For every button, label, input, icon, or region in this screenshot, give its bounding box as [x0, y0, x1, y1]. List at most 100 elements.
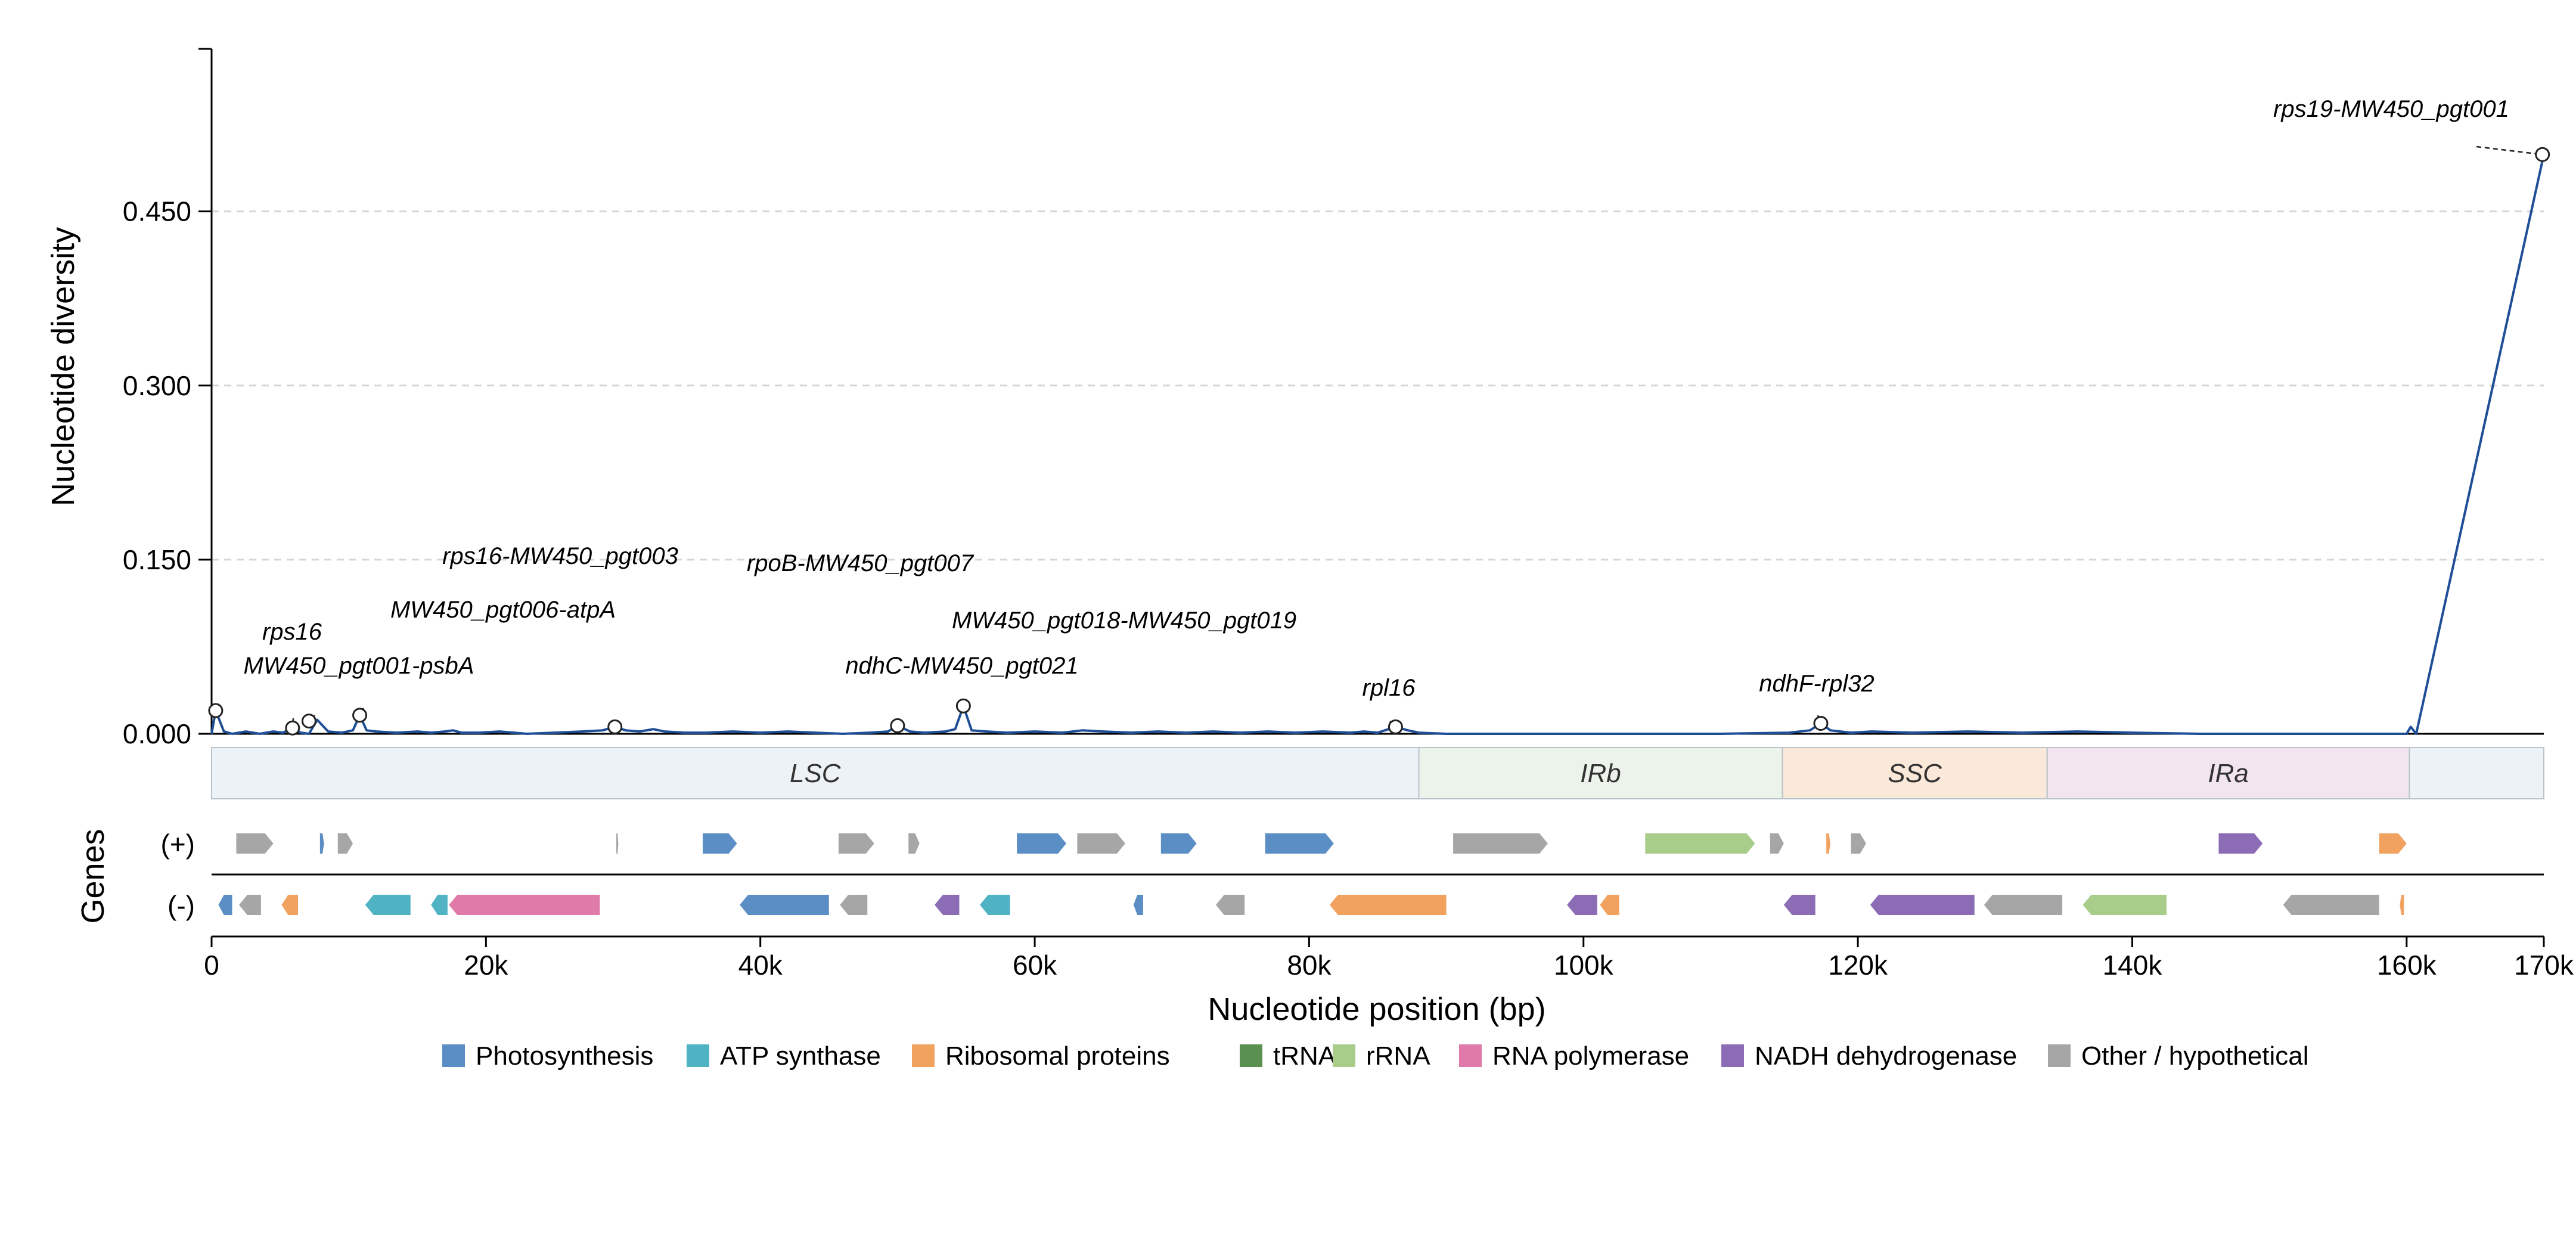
- gene-minus-11: [1216, 895, 1244, 915]
- gene-plus-1: [320, 833, 324, 854]
- region-label: LSC: [790, 759, 842, 788]
- legend-swatch: [2048, 1044, 2071, 1067]
- annotations-layer: rps19-MW450_pgt001 rps16 MW450_pgt001-psbA…: [209, 96, 2549, 734]
- gene-minus-8: [935, 895, 959, 915]
- legend-swatch: [1333, 1044, 1355, 1067]
- y-tick-label: 0.300: [123, 370, 191, 401]
- strand-label-minus: (-): [167, 890, 195, 921]
- gene-plus-11: [1453, 833, 1548, 854]
- regions-track: LSC IRb SSC IRa: [212, 748, 2544, 799]
- gene-plus-10: [1265, 833, 1334, 854]
- gene-minus-12: [1330, 895, 1447, 915]
- legend-label: RNA polymerase: [1492, 1041, 1689, 1071]
- gene-plus-8: [1077, 833, 1125, 854]
- y-axis-title: Nucleotide diversity: [45, 227, 81, 506]
- x-tick-label: 140k: [2103, 950, 2163, 981]
- x-tick-label: 60k: [1013, 950, 1057, 981]
- annotation-leader: [2476, 147, 2543, 154]
- legend-label: rRNA: [1366, 1041, 1430, 1071]
- region-band: [2409, 748, 2544, 799]
- region-label: SSC: [1888, 759, 1942, 788]
- gene-minus-15: [1784, 895, 1815, 915]
- annotation-label: MW450_pgt018-MW450_pgt019: [952, 607, 1296, 634]
- gene-minus-20: [2400, 895, 2404, 915]
- annotation-label: ndhC-MW450_pgt021: [845, 653, 1078, 679]
- x-tick-label: 20k: [464, 950, 508, 981]
- genes-track: [212, 833, 2544, 915]
- annotation-marker: [2536, 148, 2549, 161]
- annotation-marker: [1389, 720, 1402, 733]
- gene-minus-0: [219, 895, 232, 915]
- gene-plus-3: [616, 833, 618, 854]
- legend-swatch: [912, 1044, 935, 1067]
- annotation-marker: [353, 709, 367, 722]
- gene-plus-2: [338, 833, 353, 854]
- gene-plus-9: [1161, 833, 1197, 854]
- x-tick-label: 80k: [1287, 950, 1332, 981]
- axes: 0.000 0.150 0.300 0.450: [123, 49, 2544, 749]
- annotation-label: MW450_pgt006-atpA: [390, 597, 616, 623]
- legend-label: NADH dehydrogenase: [1755, 1041, 2017, 1071]
- region-label: IRb: [1580, 759, 1621, 788]
- legend-swatch: [1240, 1044, 1262, 1067]
- annotation-label: MW450_pgt001-psbA: [244, 653, 474, 679]
- genes-axis-title: Genes: [75, 829, 111, 923]
- x-tick-label: 0: [204, 950, 219, 981]
- y-tick-label: 0.000: [123, 718, 191, 749]
- x-axis-title: Nucleotide position (bp): [1208, 991, 1545, 1027]
- gene-minus-4: [431, 895, 448, 915]
- annotation-label: ndhF-rpl32: [1759, 671, 1874, 697]
- gene-plus-14: [1826, 833, 1830, 854]
- annotation-label: rps16-MW450_pgt003: [442, 543, 678, 569]
- gene-minus-19: [2283, 895, 2379, 915]
- x-tick-label: 170k: [2514, 950, 2574, 981]
- gene-minus-18: [2083, 895, 2167, 915]
- gene-minus-7: [840, 895, 867, 915]
- gene-plus-16: [2218, 833, 2262, 854]
- region-label: IRa: [2208, 759, 2248, 788]
- legend-label: Photosynthesis: [476, 1041, 653, 1071]
- gene-minus-14: [1600, 895, 1619, 915]
- gene-minus-3: [365, 895, 411, 915]
- grid-lines: [212, 212, 2544, 560]
- gene-minus-16: [1870, 895, 1975, 915]
- gene-plus-13: [1770, 833, 1784, 854]
- annotation-label: rps16: [262, 619, 322, 645]
- legend-label: Ribosomal proteins: [945, 1041, 1170, 1071]
- annotation-marker: [891, 719, 904, 732]
- legend-swatch: [1721, 1044, 1744, 1067]
- annotation-marker: [1814, 717, 1827, 730]
- gene-plus-4: [703, 833, 737, 854]
- gene-plus-5: [839, 833, 874, 854]
- gene-minus-1: [239, 895, 261, 915]
- gene-plus-15: [1851, 833, 1866, 854]
- gene-minus-13: [1567, 895, 1597, 915]
- legend: Photosynthesis ATP synthase Ribosomal prot…: [442, 1041, 2309, 1071]
- gene-minus-6: [740, 895, 829, 915]
- gene-plus-0: [236, 833, 273, 854]
- x-tick-label: 160k: [2377, 950, 2437, 981]
- annotation-marker: [286, 721, 299, 734]
- legend-label: ATP synthase: [720, 1041, 881, 1071]
- legend-swatch: [687, 1044, 709, 1067]
- x-tick-label: 40k: [738, 950, 783, 981]
- annotation-label: rps19-MW450_pgt001: [2273, 96, 2509, 122]
- gene-minus-9: [980, 895, 1010, 915]
- legend-label: tRNA: [1273, 1041, 1336, 1071]
- annotation-marker: [209, 704, 222, 717]
- gene-plus-7: [1017, 833, 1066, 854]
- gene-plus-6: [908, 833, 919, 854]
- legend-swatch: [442, 1044, 465, 1067]
- legend-swatch: [1459, 1044, 1482, 1067]
- annotation-marker: [609, 720, 622, 733]
- y-tick-label: 0.150: [123, 544, 191, 575]
- annotation-marker: [302, 715, 315, 728]
- strand-label-plus: (+): [161, 829, 195, 860]
- diversity-series-line: [212, 154, 2544, 734]
- y-tick-label: 0.450: [123, 196, 191, 227]
- legend-label: Other / hypothetical: [2081, 1041, 2309, 1071]
- annotation-label: rpoB-MW450_pgt007: [747, 550, 974, 576]
